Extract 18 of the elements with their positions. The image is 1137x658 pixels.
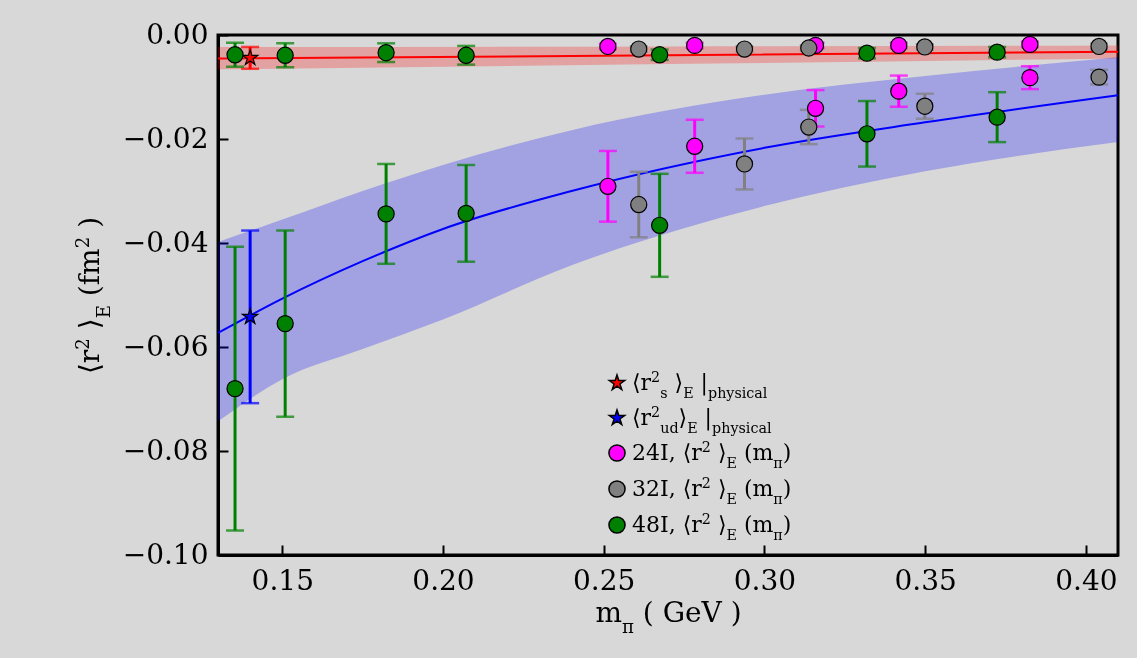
legend-label: 24I, ⟨r$^{2}$ ⟩$_{E}$ (m$_{π}$)	[632, 439, 792, 471]
legend-label: 48I, ⟨r$^{2}$ ⟩$_{E}$ (m$_{π}$)	[632, 511, 792, 543]
legend-label: ⟨r$^{2}$$_{s}$ ⟩$_{E}$ |$_{physical}$	[632, 369, 768, 401]
x-tick-label: 0.25	[573, 563, 636, 597]
y-tick-label: −0.10	[122, 537, 209, 571]
y-tick-label: −0.08	[122, 433, 209, 467]
x-tick-label: 0.35	[894, 563, 957, 597]
legend-label: 32I, ⟨r$^{2}$ ⟩$_{E}$ (m$_{π}$)	[632, 475, 792, 507]
x-tick-label: 0.15	[251, 563, 314, 597]
x-tick-label: 0.40	[1055, 563, 1118, 597]
y-tick-label: 0.00	[146, 17, 209, 51]
y-tick-label: −0.02	[122, 121, 209, 155]
x-axis-title: m$_{π}$ ( GeV )	[595, 595, 742, 636]
x-tick-label: 0.30	[733, 563, 797, 597]
legend-label: ⟨r$^{2}$$_{ud}$⟩$_{E}$ |$_{physical}$	[632, 404, 772, 436]
x-tick-label: 0.20	[412, 563, 475, 597]
y-tick-label: −0.06	[122, 329, 209, 363]
y-tick-label: −0.04	[122, 225, 209, 259]
